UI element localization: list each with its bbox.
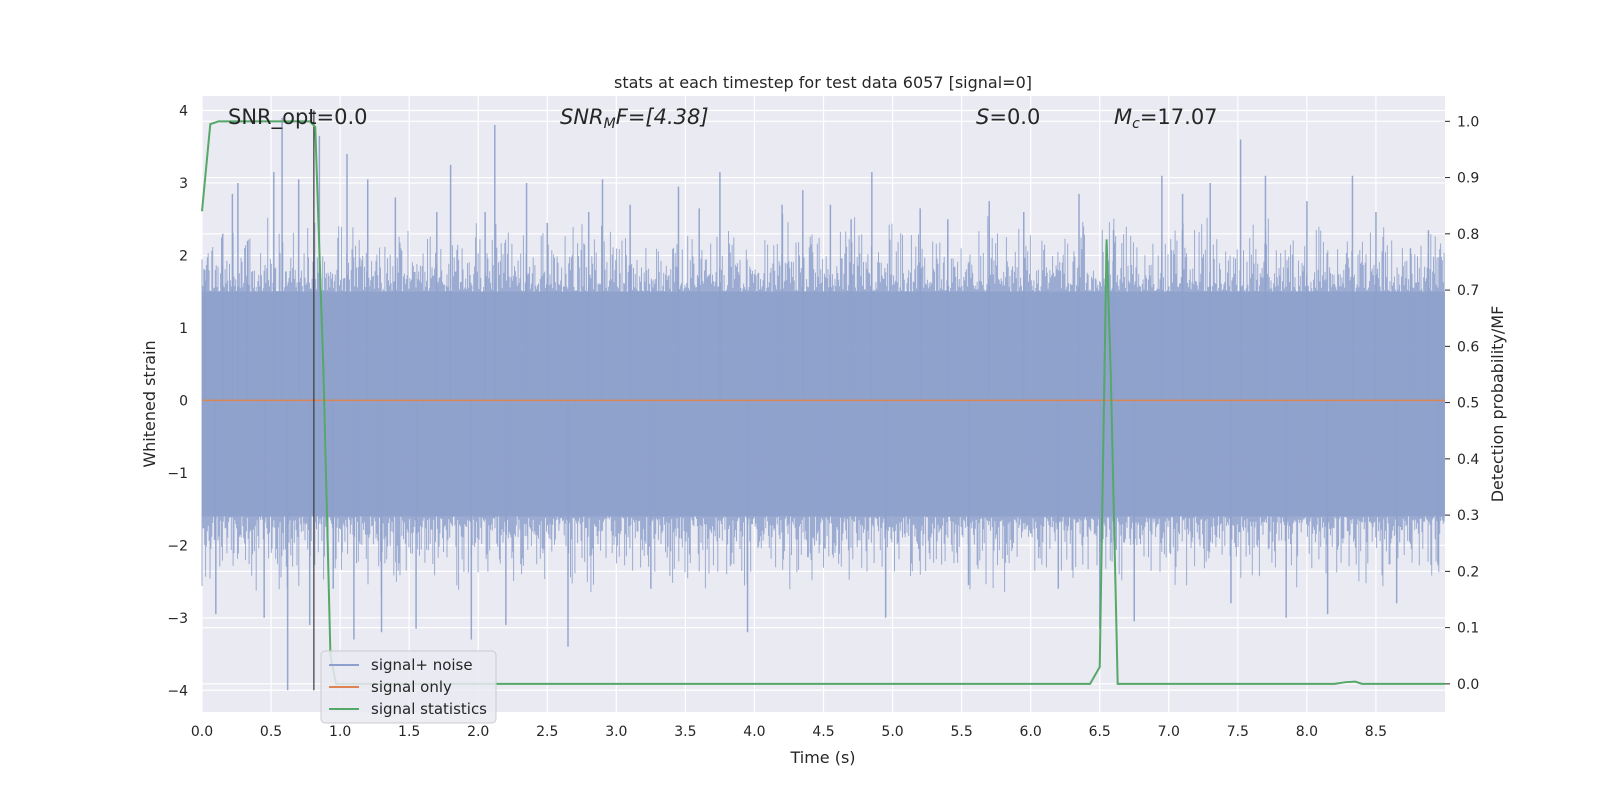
legend: signal+ noise signal only signal statist…: [320, 650, 497, 724]
x-axis-label: Time (s): [789, 748, 855, 767]
x-tick-label: 1.0: [329, 724, 351, 740]
x-tick-label: 0.0: [191, 724, 213, 740]
x-tick-label: 1.5: [398, 724, 420, 740]
right-y-tick-label: 0.6: [1457, 339, 1479, 355]
x-tick-label: 6.5: [1089, 724, 1111, 740]
x-tick-label: 6.0: [1020, 724, 1042, 740]
annotation-s: S=0.0: [976, 105, 1040, 129]
x-tick-label: 3.5: [674, 724, 696, 740]
annotation-snr-mf: SNRMF=[4.38]: [560, 105, 709, 132]
x-tick-label: 4.0: [743, 724, 765, 740]
annotation-snr-opt: SNR_opt=0.0: [228, 105, 368, 130]
right-y-tick-label: 0.7: [1457, 283, 1479, 299]
x-tick-label: 2.5: [536, 724, 558, 740]
x-tick-label: 5.5: [950, 724, 972, 740]
x-tick-label: 7.5: [1227, 724, 1249, 740]
signal-statistics-line: [201, 120, 1445, 685]
x-tick-labels: 0.0 0.5 1.0 1.5 2.0 2.5 3.0 3.5 4.0 4.5 5.0 5.5 6.0 6…: [191, 724, 1387, 740]
signal-statistics-series: [201, 120, 1445, 685]
x-tick-label: 5.0: [881, 724, 903, 740]
legend-label-signal-statistics: signal statistics: [371, 700, 487, 718]
legend-box: [320, 650, 497, 724]
x-tick-label: 7.0: [1158, 724, 1180, 740]
right-y-tick-label: 0.2: [1457, 564, 1479, 580]
annotation-mc: Mc=17.07: [1114, 105, 1218, 132]
x-tick-label: 4.5: [812, 724, 834, 740]
left-y-tick-labels: −4 −3 −2 −1 0 1 2 3 4: [167, 103, 188, 699]
x-tick-label: 2.0: [467, 724, 489, 740]
x-tick-label: 0.5: [260, 724, 282, 740]
left-y-tick-label: 0: [179, 393, 188, 409]
right-y-tick-labels: 0.0 0.1 0.2 0.3 0.4 0.5 0.6 0.7 0.8 0.9 1.0: [1457, 114, 1479, 693]
right-y-tick-label: 0.4: [1457, 452, 1479, 468]
x-tick-label: 3.0: [605, 724, 627, 740]
signal-plus-noise-series: [201, 117, 1445, 691]
left-y-tick-label: −2: [167, 538, 188, 554]
left-y-tick-label: 1: [179, 321, 188, 337]
right-y-axis-label: Detection probability/MF: [1488, 306, 1507, 503]
right-y-tick-label: 0.1: [1457, 621, 1479, 637]
right-y-tick-label: 0.5: [1457, 396, 1479, 412]
left-y-axis-label: Whitened strain: [140, 340, 159, 467]
x-tick-label: 8.0: [1296, 724, 1318, 740]
right-y-tick-label: 0.0: [1457, 677, 1479, 693]
right-y-tick-label: 1.0: [1457, 114, 1479, 130]
right-y-tick-label: 0.8: [1457, 227, 1479, 243]
legend-label-noise: signal+ noise: [371, 656, 473, 674]
right-y-tick-label: 0.3: [1457, 508, 1479, 524]
left-y-tick-label: 2: [179, 248, 188, 264]
left-y-tick-label: −4: [167, 683, 188, 699]
left-y-tick-label: −3: [167, 611, 188, 627]
chart-title: stats at each timestep for test data 605…: [614, 73, 1032, 92]
legend-label-signal-only: signal only: [371, 678, 452, 696]
left-y-tick-label: 3: [179, 176, 188, 192]
left-y-tick-label: 4: [179, 103, 188, 119]
right-y-tick-label: 0.9: [1457, 171, 1479, 187]
left-y-tick-label: −1: [167, 466, 188, 482]
x-tick-label: 8.5: [1365, 724, 1387, 740]
